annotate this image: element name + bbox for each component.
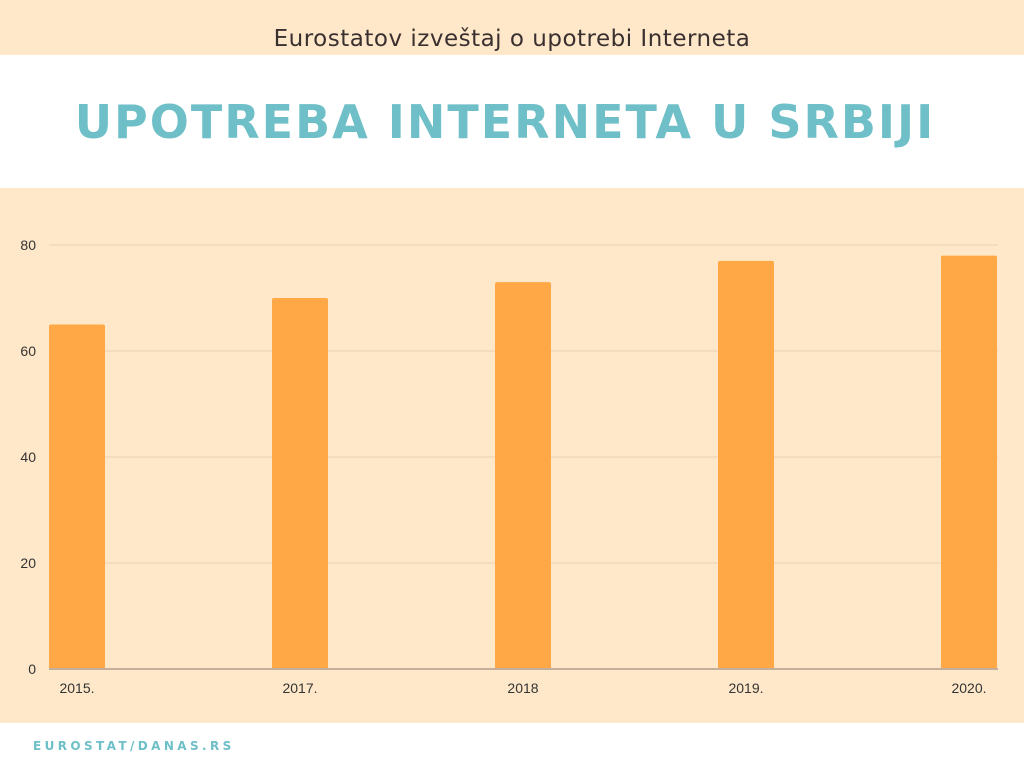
chart-title: UPOTREBA INTERNETA U SRBIJI bbox=[74, 95, 936, 149]
top-band bbox=[0, 0, 1024, 55]
x-tick-label: 2020. bbox=[951, 680, 986, 696]
y-tick-label: 80 bbox=[20, 237, 36, 253]
x-tick-label: 2019. bbox=[728, 680, 763, 696]
y-tick-label: 0 bbox=[28, 661, 36, 677]
bar bbox=[272, 298, 328, 669]
bar bbox=[718, 260, 774, 669]
bar bbox=[941, 255, 997, 669]
source-credit: EUROSTAT/DANAS.RS bbox=[33, 739, 235, 753]
chart-subtitle: Eurostatov izveštaj o upotrebi Interneta bbox=[273, 26, 751, 52]
bar bbox=[49, 324, 105, 669]
x-tick-label: 2015. bbox=[59, 680, 94, 696]
x-tick-label: 2017. bbox=[282, 680, 317, 696]
y-tick-label: 60 bbox=[20, 343, 36, 359]
bar bbox=[495, 282, 551, 669]
y-tick-label: 40 bbox=[20, 449, 36, 465]
y-tick-label: 20 bbox=[20, 555, 36, 571]
x-tick-label: 2018 bbox=[507, 680, 538, 696]
